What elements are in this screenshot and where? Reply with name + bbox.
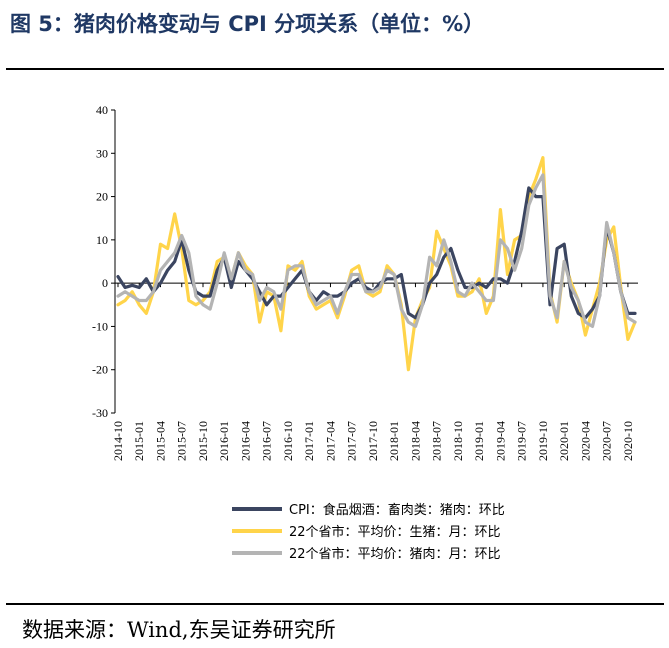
x-tick-label: 2014-10: [111, 421, 125, 461]
x-tick-label: 2017-04: [323, 421, 337, 461]
x-tick-label: 2016-07: [260, 421, 274, 461]
x-tick-label: 2015-04: [153, 421, 167, 461]
x-tick-label: 2017-07: [345, 421, 359, 461]
chart-lines: [116, 156, 637, 372]
y-tick-label: 10: [96, 233, 108, 247]
line-chart: -30 -20 -10 0 10 20 30 40 2014-10 2015-01 2015-04 2…: [92, 103, 638, 562]
x-tick-label: 2019-10: [536, 421, 550, 461]
series-line-2: [116, 156, 637, 372]
top-rule: [6, 68, 664, 70]
figure-title: 图 5：猪肉价格变动与 CPI 分项关系（单位：%）: [10, 12, 485, 36]
y-tick-label: -30: [92, 406, 108, 420]
x-tick-label: 2016-10: [281, 421, 295, 461]
x-tick-label: 2017-01: [302, 421, 316, 461]
series-line-3: [116, 173, 637, 328]
x-tick-label: 2017-10: [366, 421, 380, 461]
x-tick-label: 2018-07: [430, 421, 444, 461]
y-tick-label: -20: [92, 363, 108, 377]
y-tick-label: 0: [102, 276, 108, 290]
y-tick-label: -10: [92, 319, 108, 333]
x-tick-label: 2016-04: [238, 421, 252, 461]
x-tick-label: 2020-01: [557, 421, 571, 461]
x-tick-label: 2020-04: [578, 421, 592, 461]
x-tick-label: 2019-04: [493, 421, 507, 461]
y-tick-label: 30: [96, 146, 108, 160]
source-note: 数据来源：Wind,东吴证券研究所: [22, 618, 336, 642]
x-tick-label: 2018-04: [408, 421, 422, 461]
x-tick-label: 2016-01: [217, 421, 231, 461]
x-tick-label: 2018-01: [387, 421, 401, 461]
x-tick-label: 2015-10: [196, 421, 210, 461]
x-tick-label: 2015-07: [175, 421, 189, 461]
bottom-rule: [6, 603, 664, 605]
legend-label-1: CPI：食品烟酒：畜肉类：猪肉：环比: [289, 502, 505, 518]
chart-axes: -30 -20 -10 0 10 20 30 40 2014-10 2015-01 2015-04 2…: [92, 103, 638, 461]
legend-label-2: 22个省市：平均价：生猪：月：环比: [289, 524, 501, 540]
series-line-1: [116, 186, 637, 320]
x-tick-label: 2019-07: [515, 421, 529, 461]
y-tick-label: 40: [96, 103, 108, 117]
x-tick-label: 2020-07: [600, 421, 614, 461]
chart-legend: CPI：食品烟酒：畜肉类：猪肉：环比 22个省市：平均价：生猪：月：环比 22个省市…: [232, 502, 505, 562]
y-tick-label: 20: [96, 190, 108, 204]
legend-label-3: 22个省市：平均价：猪肉：月：环比: [289, 546, 501, 562]
x-tick-label: 2020-10: [621, 421, 635, 461]
x-tick-label: 2018-10: [451, 421, 465, 461]
x-tick-label: 2015-01: [132, 421, 146, 461]
x-tick-label: 2019-01: [472, 421, 486, 461]
